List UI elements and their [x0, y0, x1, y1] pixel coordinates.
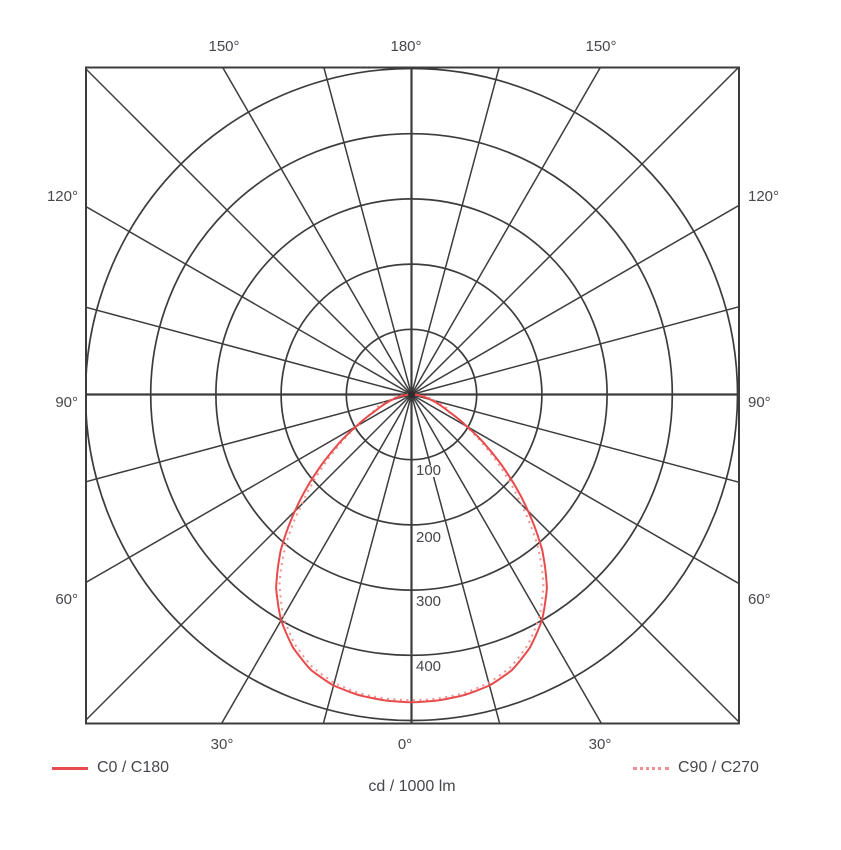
ring-label-200: 200 [415, 529, 443, 546]
ring-label-100: 100 [415, 462, 443, 479]
angle-label-top-180: 180° [390, 38, 422, 55]
polar-center-dot [408, 391, 415, 398]
solid-line-swatch-icon [52, 766, 88, 770]
angle-label-bottom-0: 0° [397, 736, 413, 753]
angle-label-top-150-left: 150° [208, 38, 240, 55]
legend-item-c90-c270: C90 / C270 [633, 760, 759, 776]
angle-label-bottom-30-left: 30° [210, 736, 234, 753]
angle-label-right-120: 120° [748, 188, 780, 205]
dotted-line-swatch-icon [633, 766, 669, 770]
angle-label-top-150-right: 150° [585, 38, 617, 55]
units-caption: cd / 1000 lm [368, 778, 456, 795]
angle-label-right-90: 90° [748, 394, 771, 411]
legend-label-c0-c180: C0 / C180 [97, 759, 170, 776]
ring-label-400: 400 [415, 658, 443, 675]
angle-label-left-60: 60° [55, 591, 78, 608]
angle-label-bottom-30-right: 30° [588, 736, 612, 753]
curve-c0-c180 [275, 393, 548, 704]
legend-label-c90-c270: C90 / C270 [678, 759, 759, 776]
angle-label-left-90: 90° [55, 394, 78, 411]
legend-item-c0-c180: C0 / C180 [52, 760, 169, 776]
angle-label-left-120: 120° [46, 188, 78, 205]
ring-label-300: 300 [415, 593, 443, 610]
angle-label-right-60: 60° [748, 591, 771, 608]
chart-frame [85, 66, 740, 725]
